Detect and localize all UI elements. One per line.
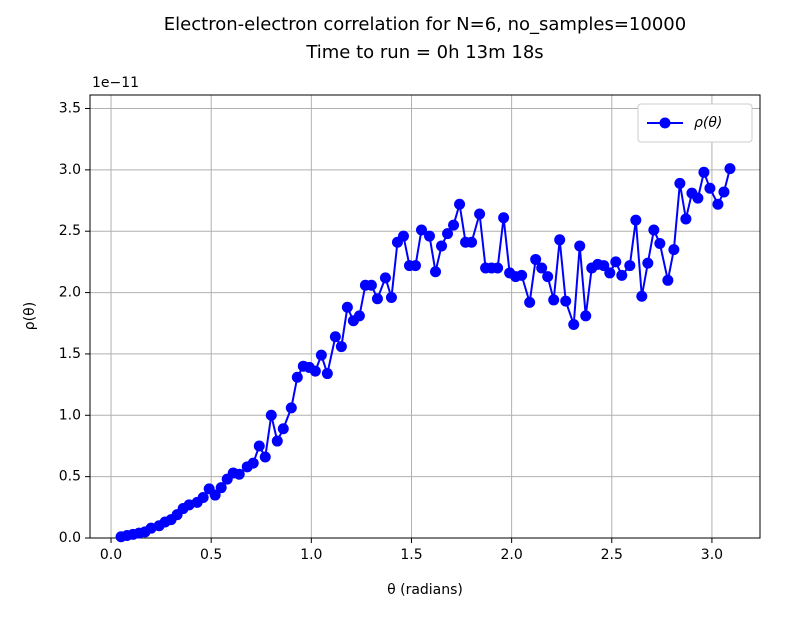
y-tick-label: 3.5 [59, 100, 81, 116]
data-point [415, 224, 427, 236]
data-point [548, 294, 560, 306]
data-point [353, 310, 365, 322]
data-point [454, 198, 466, 210]
data-point [616, 269, 628, 281]
data-point [329, 331, 341, 343]
y-tick-label: 2.5 [59, 223, 81, 239]
data-point [442, 228, 454, 240]
data-point [247, 457, 259, 469]
data-point [580, 310, 592, 322]
data-point [698, 166, 710, 178]
data-point [365, 279, 377, 291]
data-point [466, 236, 478, 248]
data-point [265, 409, 277, 421]
x-tick-label: 2.0 [500, 547, 522, 563]
data-point [642, 257, 654, 269]
data-point [436, 240, 448, 252]
legend-label: ρ(θ) [694, 115, 722, 131]
data-point [662, 274, 674, 286]
plot-frame [89, 94, 761, 539]
data-point [692, 192, 704, 204]
data-point [409, 260, 421, 272]
data-point [524, 296, 536, 308]
data-point [385, 291, 397, 303]
data-point [474, 208, 486, 220]
data-point [259, 451, 271, 463]
data-point [277, 423, 289, 435]
chart-title: Electron-electron correlation for N=6, n… [164, 14, 686, 35]
data-point [704, 182, 716, 194]
data-point [554, 234, 566, 246]
x-tick-label: 0.0 [100, 547, 122, 563]
data-point [271, 435, 283, 447]
data-point [285, 402, 297, 414]
data-point [654, 237, 666, 249]
data-point [492, 262, 504, 274]
data-point [536, 262, 548, 274]
data-point [610, 256, 622, 268]
data-point [448, 219, 460, 231]
legend-box [637, 103, 753, 143]
data-point [680, 213, 692, 225]
data-point [568, 318, 580, 330]
data-point [604, 267, 616, 279]
data-point [574, 240, 586, 252]
data-point [516, 269, 528, 281]
data-point [624, 260, 636, 272]
data-point [215, 482, 227, 494]
y-tick-label: 3.0 [59, 162, 81, 178]
data-point [341, 301, 353, 313]
data-point [712, 198, 724, 210]
x-tick-label: 0.5 [200, 547, 222, 563]
y-axis-label: ρ(θ) [22, 302, 38, 330]
x-tick-label: 1.5 [400, 547, 422, 563]
chart-subtitle: Time to run = 0h 13m 18s [305, 42, 543, 63]
x-tick-label: 2.5 [601, 547, 623, 563]
data-point [674, 177, 686, 189]
data-point [542, 271, 554, 283]
data-point [209, 489, 221, 501]
data-point [197, 492, 209, 504]
x-tick-label: 1.0 [300, 547, 322, 563]
data-point [397, 230, 409, 242]
y-tick-label: 1.0 [59, 407, 81, 423]
data-point [648, 224, 660, 236]
data-point [379, 272, 391, 284]
data-point [233, 468, 245, 480]
data-point [253, 440, 265, 452]
legend-marker [659, 117, 671, 129]
data-point [636, 290, 648, 302]
data-point [668, 244, 680, 256]
x-axis-label: θ (radians) [387, 582, 463, 598]
data-point [315, 349, 327, 361]
y-tick-label: 0.5 [59, 469, 81, 485]
y-tick-label: 0.0 [59, 530, 81, 546]
data-point [718, 186, 730, 198]
y-offset-text: 1e−11 [92, 75, 139, 91]
data-point [530, 253, 542, 265]
data-point [321, 368, 333, 380]
data-point [630, 214, 642, 226]
y-tick-label: 2.0 [59, 285, 81, 301]
y-tick-label: 1.5 [59, 346, 81, 362]
data-point [598, 260, 610, 272]
data-point [291, 371, 303, 383]
data-point [560, 295, 572, 307]
data-point [430, 266, 442, 278]
data-point [424, 230, 436, 242]
data-point [371, 293, 383, 305]
data-point [498, 212, 510, 224]
x-tick-label: 3.0 [701, 547, 723, 563]
data-point [335, 341, 347, 353]
data-point [724, 163, 736, 175]
data-point [309, 365, 321, 377]
